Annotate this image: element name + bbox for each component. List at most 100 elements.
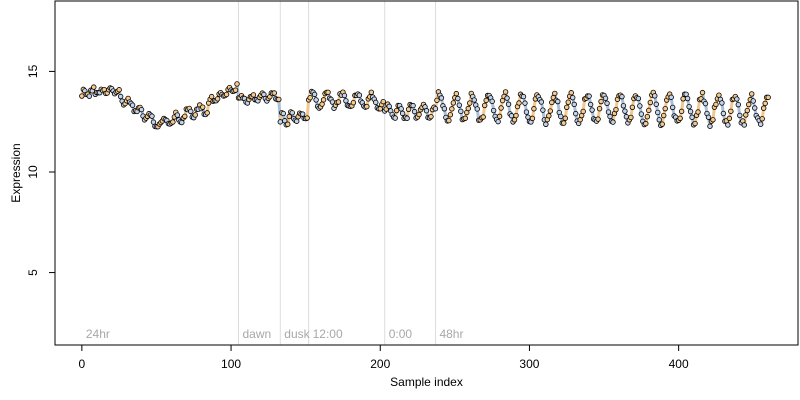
data-point <box>646 107 652 114</box>
data-point <box>653 101 659 107</box>
data-point <box>200 104 206 110</box>
data-point <box>659 121 665 127</box>
data-point <box>307 94 313 101</box>
data-point <box>531 106 537 112</box>
data-point <box>613 106 619 113</box>
data-point <box>540 107 546 113</box>
data-point <box>393 107 400 114</box>
data-point <box>462 115 468 121</box>
data-point <box>380 98 386 105</box>
data-point <box>762 100 768 107</box>
data-point <box>467 100 473 106</box>
data-point <box>250 92 257 98</box>
data-point <box>313 97 319 103</box>
data-point <box>720 110 727 117</box>
data-point <box>368 89 374 95</box>
y-tick-label: 5 <box>26 269 40 276</box>
data-point <box>286 113 292 120</box>
data-point <box>743 112 749 118</box>
data-point <box>117 93 124 100</box>
data-point <box>174 112 181 118</box>
data-point <box>204 110 210 116</box>
data-point <box>546 113 552 119</box>
data-point <box>734 96 740 102</box>
data-point <box>684 95 691 102</box>
data-point <box>680 96 686 102</box>
data-point <box>728 108 734 114</box>
data-point <box>605 109 612 115</box>
data-point <box>356 92 363 98</box>
y-axis-label: Expression <box>9 143 23 202</box>
data-point <box>678 108 685 115</box>
plot-frame <box>54 0 799 346</box>
data-point <box>629 104 636 110</box>
data-point <box>737 112 743 119</box>
data-point <box>522 100 528 106</box>
data-point <box>293 118 300 124</box>
data-point <box>188 108 194 115</box>
data-point <box>280 110 286 117</box>
data-point <box>450 100 457 106</box>
data-point <box>749 91 755 97</box>
data-point <box>687 108 694 115</box>
data-point <box>489 98 495 105</box>
data-point <box>285 121 291 127</box>
data-point <box>759 116 765 122</box>
data-point <box>725 122 731 128</box>
data-point <box>423 108 430 114</box>
data-point <box>116 87 122 93</box>
data-point <box>586 93 592 99</box>
data-point <box>695 109 701 115</box>
data-point <box>689 114 695 120</box>
data-point <box>465 105 471 112</box>
data-point <box>538 99 545 105</box>
data-point <box>677 115 683 121</box>
data-point <box>438 95 445 101</box>
annotation-label: dusk <box>284 327 310 341</box>
data-point <box>404 115 410 121</box>
data-point <box>410 102 416 109</box>
data-point <box>311 91 318 98</box>
data-point <box>543 121 549 127</box>
data-point <box>552 90 558 97</box>
data-point <box>705 114 712 120</box>
data-point <box>647 99 653 106</box>
data-point <box>411 108 418 115</box>
data-point <box>668 94 674 100</box>
data-point <box>490 107 497 114</box>
data-point <box>699 89 706 96</box>
data-point <box>744 107 750 114</box>
data-point <box>505 101 512 107</box>
data-point <box>549 99 555 106</box>
data-point <box>523 109 530 115</box>
data-point <box>595 116 601 122</box>
data-point <box>91 84 97 90</box>
data-point <box>571 101 577 108</box>
data-point <box>598 98 604 105</box>
data-point <box>234 81 240 87</box>
data-point <box>628 114 634 121</box>
data-points <box>79 81 771 130</box>
data-point <box>607 113 613 120</box>
data-point <box>289 110 295 116</box>
data-point <box>341 92 348 99</box>
data-point <box>179 119 185 126</box>
data-point <box>602 95 609 101</box>
data-point <box>364 103 370 110</box>
data-point <box>214 96 221 102</box>
data-point <box>223 91 230 98</box>
data-point <box>568 90 574 96</box>
data-point <box>610 119 616 125</box>
data-point <box>604 100 610 106</box>
data-point <box>713 101 719 108</box>
data-point <box>432 106 439 112</box>
data-point <box>325 89 331 96</box>
data-point <box>735 101 742 108</box>
annotation-label: 12:00 <box>313 327 343 341</box>
data-point <box>652 93 658 99</box>
data-point <box>86 93 93 99</box>
x-axis-label: Sample index <box>390 375 463 389</box>
data-point <box>320 97 327 103</box>
data-point <box>655 109 661 116</box>
